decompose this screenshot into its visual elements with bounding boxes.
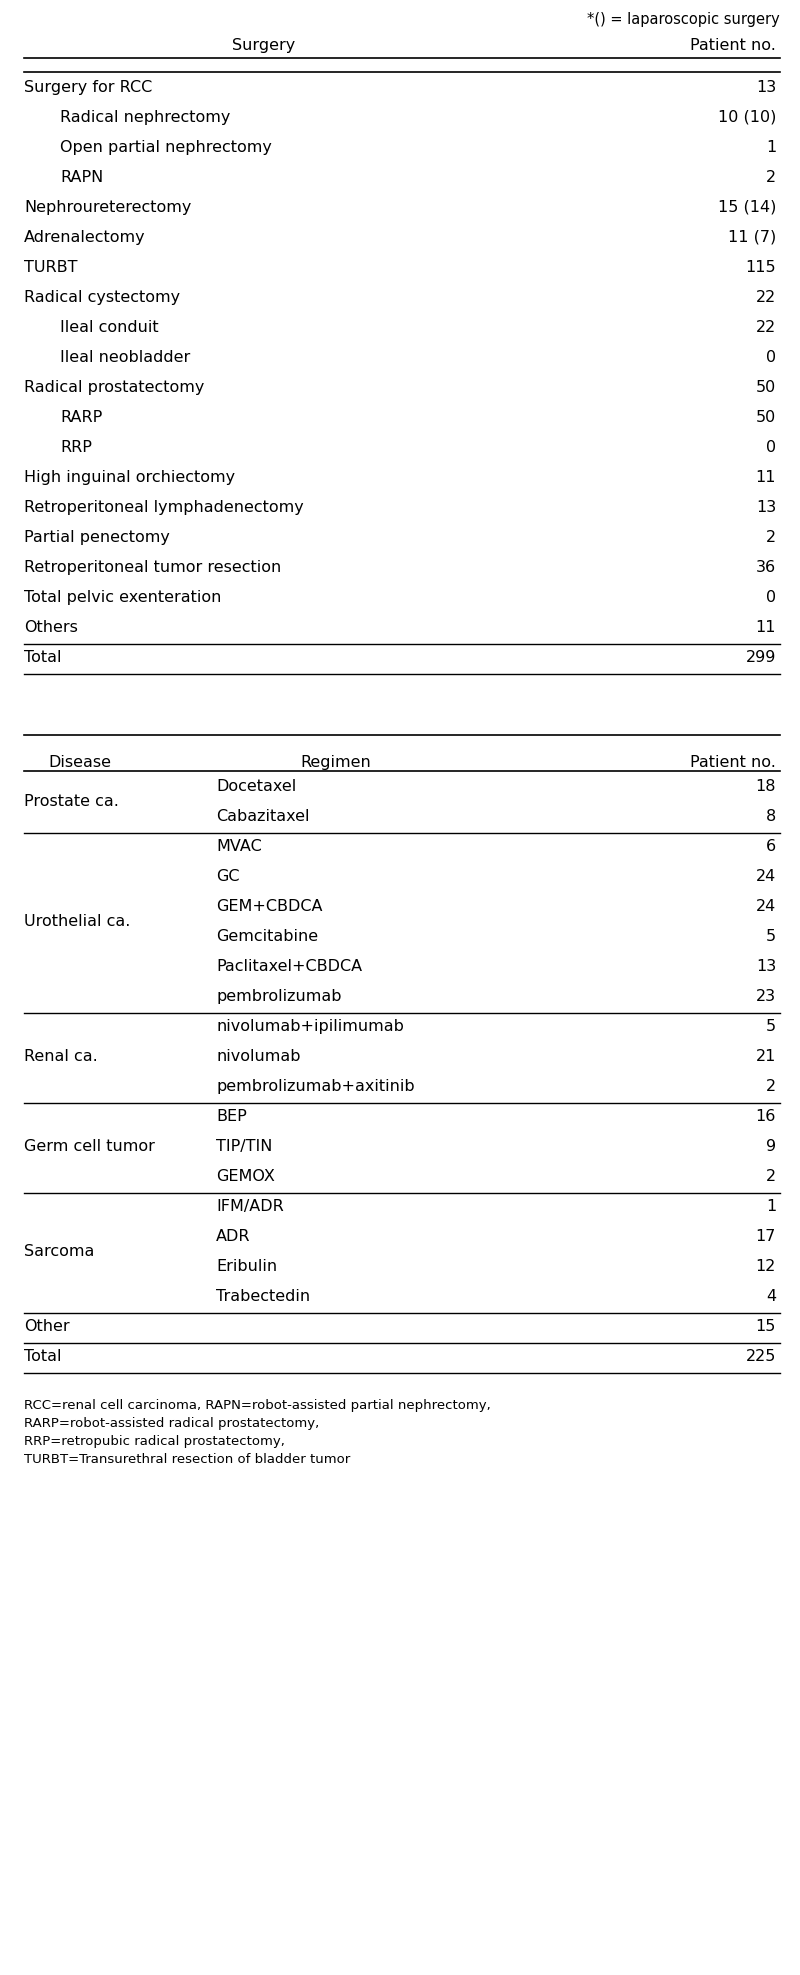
Text: pembrolizumab+axitinib: pembrolizumab+axitinib xyxy=(216,1078,414,1094)
Text: RARP: RARP xyxy=(60,411,102,425)
Text: Sarcoma: Sarcoma xyxy=(24,1244,94,1258)
Text: Other: Other xyxy=(24,1319,70,1333)
Text: 15 (14): 15 (14) xyxy=(718,199,776,215)
Text: RRP: RRP xyxy=(60,440,92,454)
Text: 2: 2 xyxy=(766,1169,776,1183)
Text: 16: 16 xyxy=(756,1110,776,1124)
Text: 50: 50 xyxy=(756,379,776,395)
Text: Radical prostatectomy: Radical prostatectomy xyxy=(24,379,204,395)
Text: Ileal neobladder: Ileal neobladder xyxy=(60,350,190,365)
Text: 5: 5 xyxy=(766,928,776,944)
Text: 115: 115 xyxy=(746,261,776,275)
Text: Cabazitaxel: Cabazitaxel xyxy=(216,810,310,824)
Text: 0: 0 xyxy=(766,350,776,365)
Text: Retroperitoneal lymphadenectomy: Retroperitoneal lymphadenectomy xyxy=(24,500,304,515)
Text: Regimen: Regimen xyxy=(301,754,371,770)
Text: Patient no.: Patient no. xyxy=(690,38,776,53)
Text: Ileal conduit: Ileal conduit xyxy=(60,320,158,336)
Text: Urothelial ca.: Urothelial ca. xyxy=(24,914,130,928)
Text: 23: 23 xyxy=(756,989,776,1003)
Text: RCC=renal cell carcinoma, RAPN=robot-assisted partial nephrectomy,
RARP=robot-as: RCC=renal cell carcinoma, RAPN=robot-ass… xyxy=(24,1398,490,1465)
Text: Prostate ca.: Prostate ca. xyxy=(24,794,119,810)
Text: 8: 8 xyxy=(766,810,776,824)
Text: Germ cell tumor: Germ cell tumor xyxy=(24,1140,155,1153)
Text: 2: 2 xyxy=(766,170,776,186)
Text: 5: 5 xyxy=(766,1019,776,1035)
Text: Surgery: Surgery xyxy=(232,38,296,53)
Text: Gemcitabine: Gemcitabine xyxy=(216,928,318,944)
Text: 0: 0 xyxy=(766,440,776,454)
Text: 22: 22 xyxy=(756,290,776,304)
Text: 6: 6 xyxy=(766,839,776,853)
Text: 36: 36 xyxy=(756,561,776,575)
Text: IFM/ADR: IFM/ADR xyxy=(216,1199,284,1215)
Text: 2: 2 xyxy=(766,1078,776,1094)
Text: GEMOX: GEMOX xyxy=(216,1169,275,1183)
Text: nivolumab+ipilimumab: nivolumab+ipilimumab xyxy=(216,1019,404,1035)
Text: RAPN: RAPN xyxy=(60,170,103,186)
Text: Nephroureterectomy: Nephroureterectomy xyxy=(24,199,191,215)
Text: 50: 50 xyxy=(756,411,776,425)
Text: Patient no.: Patient no. xyxy=(690,754,776,770)
Text: TURBT: TURBT xyxy=(24,261,78,275)
Text: 225: 225 xyxy=(746,1349,776,1365)
Text: 17: 17 xyxy=(756,1228,776,1244)
Text: 11 (7): 11 (7) xyxy=(728,229,776,245)
Text: Others: Others xyxy=(24,620,78,636)
Text: 11: 11 xyxy=(755,470,776,486)
Text: BEP: BEP xyxy=(216,1110,246,1124)
Text: 1: 1 xyxy=(766,1199,776,1215)
Text: nivolumab: nivolumab xyxy=(216,1049,301,1065)
Text: Total pelvic exenteration: Total pelvic exenteration xyxy=(24,591,222,604)
Text: ADR: ADR xyxy=(216,1228,250,1244)
Text: Eribulin: Eribulin xyxy=(216,1258,277,1274)
Text: Radical cystectomy: Radical cystectomy xyxy=(24,290,180,304)
Text: 10 (10): 10 (10) xyxy=(718,111,776,124)
Text: Partial penectomy: Partial penectomy xyxy=(24,529,170,545)
Text: Surgery for RCC: Surgery for RCC xyxy=(24,81,152,95)
Text: High inguinal orchiectomy: High inguinal orchiectomy xyxy=(24,470,235,486)
Text: 1: 1 xyxy=(766,140,776,154)
Text: 18: 18 xyxy=(755,778,776,794)
Text: Radical nephrectomy: Radical nephrectomy xyxy=(60,111,230,124)
Text: 24: 24 xyxy=(756,869,776,885)
Text: Retroperitoneal tumor resection: Retroperitoneal tumor resection xyxy=(24,561,282,575)
Text: Paclitaxel+CBDCA: Paclitaxel+CBDCA xyxy=(216,960,362,974)
Text: TIP/TIN: TIP/TIN xyxy=(216,1140,272,1153)
Text: 11: 11 xyxy=(755,620,776,636)
Text: MVAC: MVAC xyxy=(216,839,262,853)
Text: 299: 299 xyxy=(746,650,776,666)
Text: Total: Total xyxy=(24,650,62,666)
Text: pembrolizumab: pembrolizumab xyxy=(216,989,342,1003)
Text: Disease: Disease xyxy=(49,754,111,770)
Text: 22: 22 xyxy=(756,320,776,336)
Text: Open partial nephrectomy: Open partial nephrectomy xyxy=(60,140,272,154)
Text: 13: 13 xyxy=(756,960,776,974)
Text: GC: GC xyxy=(216,869,239,885)
Text: Total: Total xyxy=(24,1349,62,1365)
Text: Adrenalectomy: Adrenalectomy xyxy=(24,229,146,245)
Text: *() = laparoscopic surgery: *() = laparoscopic surgery xyxy=(587,12,780,28)
Text: 0: 0 xyxy=(766,591,776,604)
Text: 13: 13 xyxy=(756,500,776,515)
Text: GEM+CBDCA: GEM+CBDCA xyxy=(216,899,322,914)
Text: Docetaxel: Docetaxel xyxy=(216,778,296,794)
Text: 4: 4 xyxy=(766,1290,776,1304)
Text: Renal ca.: Renal ca. xyxy=(24,1049,98,1065)
Text: 9: 9 xyxy=(766,1140,776,1153)
Text: 2: 2 xyxy=(766,529,776,545)
Text: 15: 15 xyxy=(756,1319,776,1333)
Text: Trabectedin: Trabectedin xyxy=(216,1290,310,1304)
Text: 24: 24 xyxy=(756,899,776,914)
Text: 12: 12 xyxy=(756,1258,776,1274)
Text: 13: 13 xyxy=(756,81,776,95)
Text: 21: 21 xyxy=(756,1049,776,1065)
